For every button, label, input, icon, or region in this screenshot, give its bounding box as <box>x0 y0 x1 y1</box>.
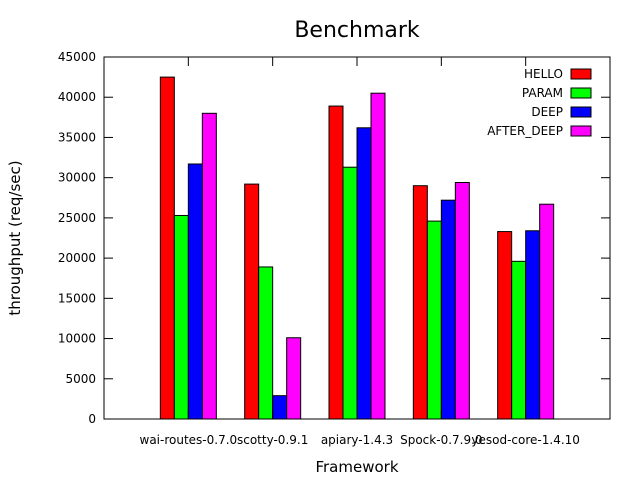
bar-deep-1 <box>272 395 288 420</box>
legend-swatch <box>570 125 592 137</box>
y-tick-label: 25000 <box>58 211 96 225</box>
bar-hello-1 <box>244 183 260 420</box>
bar-after-deep-4 <box>539 203 555 420</box>
y-tick-label: 35000 <box>58 130 96 144</box>
y-tick-label: 30000 <box>58 171 96 185</box>
y-tick-label: 10000 <box>58 332 96 346</box>
bar-param-1 <box>258 266 274 420</box>
legend-label: DEEP <box>531 105 563 119</box>
bar-hello-2 <box>328 105 344 420</box>
bar-after-deep-0 <box>201 112 217 420</box>
bar-deep-4 <box>525 230 541 420</box>
legend-label: HELLO <box>524 67 563 81</box>
bar-deep-2 <box>356 127 372 420</box>
legend: HELLO PARAM DEEP AFTER_DEEP <box>487 67 592 138</box>
y-axis: 0 5000 10000 15000 20000 25000 30000 35000 40000… <box>58 50 610 426</box>
bar-after-deep-1 <box>286 337 302 420</box>
bar-hello-3 <box>412 185 428 420</box>
bar-param-3 <box>426 220 442 420</box>
x-axis: wai-routes-0.7.0 scotty-0.9.1 apiary-1.4.3… <box>140 57 580 447</box>
bar-param-0 <box>173 214 189 420</box>
bar-deep-3 <box>440 199 456 420</box>
bar-param-2 <box>342 166 358 420</box>
x-axis-label: Framework <box>315 458 398 476</box>
x-tick-label: yesod-core-1.4.10 <box>471 433 580 447</box>
bars-layer <box>159 76 555 420</box>
legend-swatch <box>570 106 592 118</box>
x-tick-label: apiary-1.4.3 <box>321 433 393 447</box>
y-tick-label: 40000 <box>58 90 96 104</box>
legend-swatch <box>570 87 592 99</box>
chart-title: Benchmark <box>294 18 420 43</box>
bar-param-4 <box>511 260 527 420</box>
bar-hello-0 <box>159 76 175 420</box>
legend-label: AFTER_DEEP <box>487 124 563 138</box>
y-tick-label: 0 <box>88 412 96 426</box>
y-tick-label: 5000 <box>65 372 96 386</box>
bar-deep-0 <box>187 163 203 420</box>
x-tick-label: scotty-0.9.1 <box>237 433 308 447</box>
legend-swatch <box>570 68 592 80</box>
bar-hello-4 <box>497 231 513 420</box>
x-tick-label: wai-routes-0.7.0 <box>140 433 238 447</box>
legend-label: PARAM <box>522 86 563 100</box>
x-tick-label: Spock-0.7.9.0 <box>400 433 482 447</box>
y-tick-label: 45000 <box>58 50 96 64</box>
y-axis-label: throughput (req/sec) <box>6 160 24 315</box>
y-tick-label: 15000 <box>58 291 96 305</box>
bar-after-deep-2 <box>370 92 386 420</box>
y-tick-label: 20000 <box>58 251 96 265</box>
bar-after-deep-3 <box>454 181 470 420</box>
